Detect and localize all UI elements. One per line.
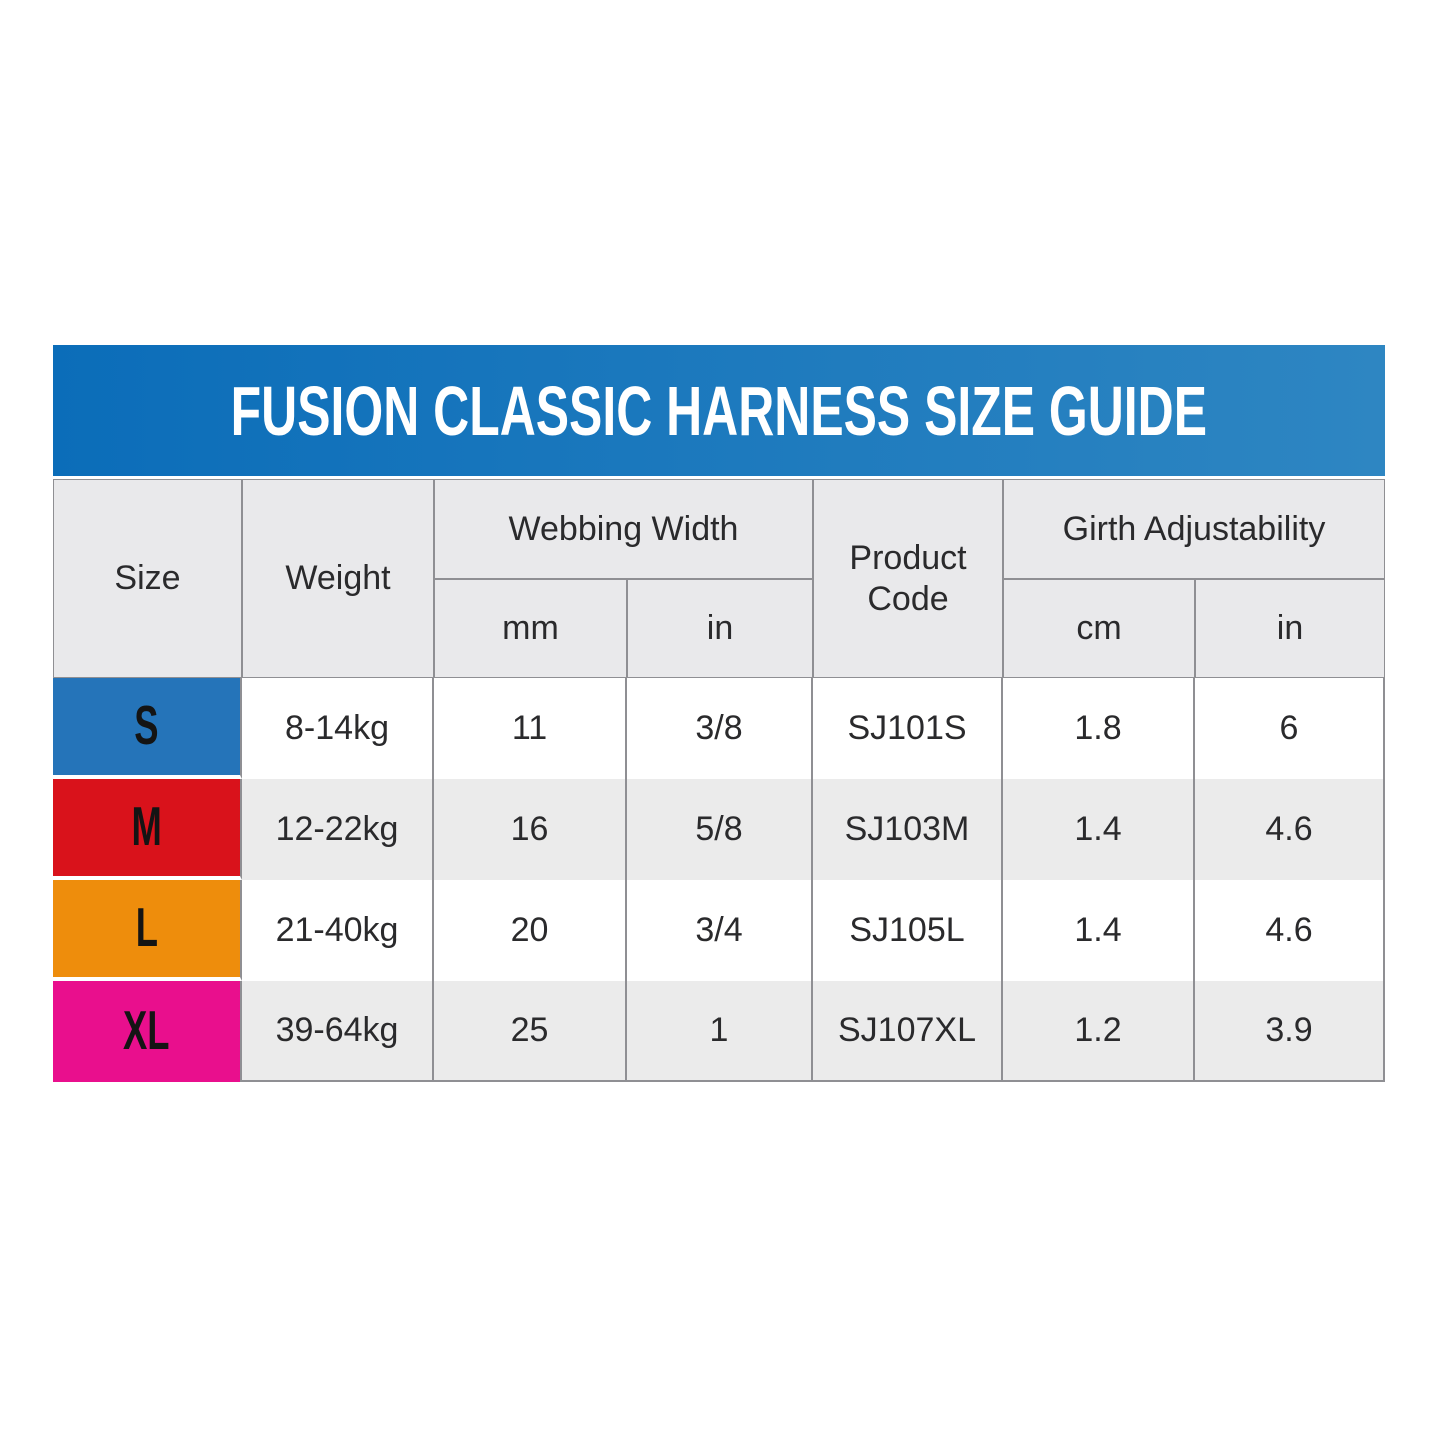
webbing-mm-value-l: 20 [434, 880, 627, 981]
size-badge-l: L [53, 880, 242, 981]
size-label-xl: XL [123, 1000, 170, 1062]
column-header-weight: Weight [242, 479, 434, 678]
girth-cm-value-xl: 1.2 [1003, 981, 1195, 1082]
product-code-value-s: SJ101S [813, 678, 1003, 779]
webbing-in-value-xl: 1 [627, 981, 813, 1082]
weight-value-s: 8-14kg [242, 678, 434, 779]
size-guide-table: Size Weight Webbing Width mm in Product … [53, 479, 1385, 1082]
size-badge-m: M [53, 779, 242, 880]
weight-value-xl: 39-64kg [242, 981, 434, 1082]
webbing-mm-value-s: 11 [434, 678, 627, 779]
webbing-mm-value-xl: 25 [434, 981, 627, 1082]
webbing-in-value-l: 3/4 [627, 880, 813, 981]
product-code-value-m: SJ103M [813, 779, 1003, 880]
title-banner: FUSION CLASSIC HARNESS SIZE GUIDE [53, 345, 1385, 476]
weight-value-l: 21-40kg [242, 880, 434, 981]
size-guide-content: FUSION CLASSIC HARNESS SIZE GUIDE Size W… [53, 345, 1385, 1082]
column-header-size: Size [53, 479, 242, 678]
size-label-m: M [131, 796, 162, 858]
column-header-webbing-mm: mm [434, 579, 627, 678]
girth-cm-value-l: 1.4 [1003, 880, 1195, 981]
product-code-value-l: SJ105L [813, 880, 1003, 981]
column-header-girth-in: in [1195, 579, 1385, 678]
girth-in-value-m: 4.6 [1195, 779, 1385, 880]
size-badge-xl: XL [53, 981, 242, 1082]
webbing-in-value-s: 3/8 [627, 678, 813, 779]
column-header-girth-adjustability: Girth Adjustability [1003, 479, 1385, 579]
product-code-value-xl: SJ107XL [813, 981, 1003, 1082]
webbing-in-value-m: 5/8 [627, 779, 813, 880]
page-title: FUSION CLASSIC HARNESS SIZE GUIDE [230, 371, 1208, 450]
webbing-mm-value-m: 16 [434, 779, 627, 880]
size-label-l: L [135, 897, 158, 959]
girth-cm-value-m: 1.4 [1003, 779, 1195, 880]
column-header-product-code: Product Code [813, 479, 1003, 678]
size-label-s: S [134, 695, 159, 757]
girth-in-value-xl: 3.9 [1195, 981, 1385, 1082]
column-header-webbing-in: in [627, 579, 813, 678]
size-badge-s: S [53, 678, 242, 779]
column-header-girth-cm: cm [1003, 579, 1195, 678]
girth-in-value-s: 6 [1195, 678, 1385, 779]
weight-value-m: 12-22kg [242, 779, 434, 880]
girth-cm-value-s: 1.8 [1003, 678, 1195, 779]
column-header-webbing-width: Webbing Width [434, 479, 813, 579]
girth-in-value-l: 4.6 [1195, 880, 1385, 981]
